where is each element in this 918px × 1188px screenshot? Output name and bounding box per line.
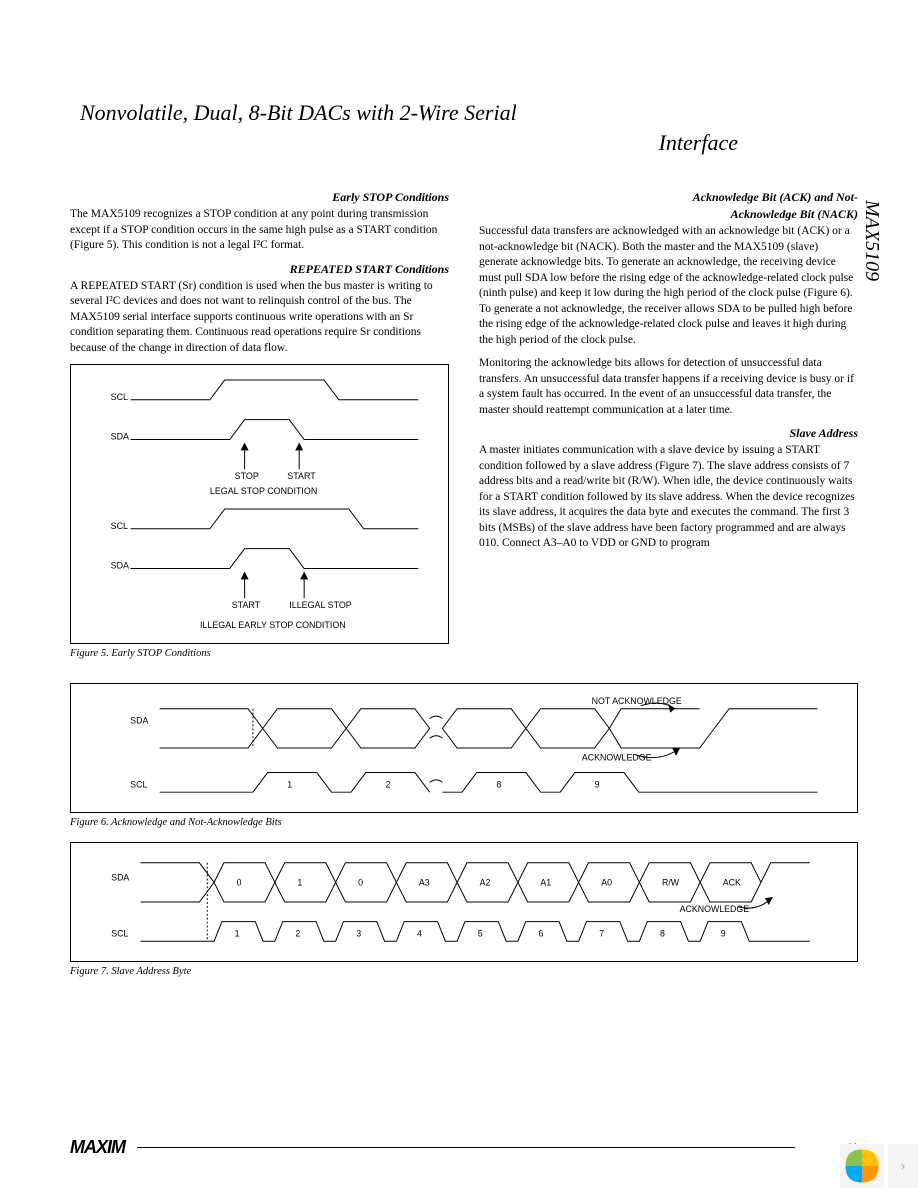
- para-early-stop: The MAX5109 recognizes a STOP condition …: [70, 207, 449, 254]
- svg-text:ACKNOWLEDGE: ACKNOWLEDGE: [582, 753, 652, 763]
- svg-text:8: 8: [496, 779, 501, 789]
- left-column: Early STOP Conditions The MAX5109 recogn…: [70, 186, 449, 673]
- svg-text:SCL: SCL: [111, 392, 128, 402]
- svg-text:1: 1: [297, 877, 302, 887]
- figure-7-svg: SDA 0 1 0 A3 A2 A1 A0 R/W ACK ACKNOWLEDGE SCL 1 2…: [81, 853, 847, 951]
- svg-text:ILLEGAL STOP: ILLEGAL STOP: [289, 600, 352, 610]
- para-repeated-start: A REPEATED START (Sr) condition is used …: [70, 279, 449, 357]
- widget-next-arrow-icon[interactable]: ›: [888, 1144, 918, 1188]
- svg-text:ILLEGAL EARLY STOP CONDITION: ILLEGAL EARLY STOP CONDITION: [200, 620, 346, 630]
- figure-6-caption: Figure 6. Acknowledge and Not-Acknowledg…: [70, 817, 858, 828]
- svg-text:7: 7: [599, 928, 604, 938]
- svg-text:8: 8: [660, 928, 665, 938]
- maxim-logo: MAXIM: [70, 1137, 125, 1158]
- bottom-widget[interactable]: ›: [840, 1144, 918, 1188]
- svg-text:NOT ACKNOWLEDGE: NOT ACKNOWLEDGE: [592, 696, 682, 706]
- heading-early-stop: Early STOP Conditions: [70, 190, 449, 205]
- svg-text:START: START: [287, 471, 316, 481]
- heading-ack-line1: Acknowledge Bit (ACK) and Not-: [479, 190, 858, 205]
- right-column: Acknowledge Bit (ACK) and Not- Acknowled…: [479, 186, 858, 673]
- heading-ack-line2: Acknowledge Bit (NACK): [479, 207, 858, 222]
- svg-text:A2: A2: [480, 877, 491, 887]
- svg-text:R/W: R/W: [662, 877, 680, 887]
- svg-text:0: 0: [358, 877, 363, 887]
- figure-5-svg: SCL SDA STOP START LEGAL STOP CONDITION …: [81, 375, 438, 633]
- svg-text:0: 0: [237, 877, 242, 887]
- heading-slave-addr: Slave Address: [479, 426, 858, 441]
- svg-text:A0: A0: [601, 877, 612, 887]
- svg-text:STOP: STOP: [235, 471, 259, 481]
- footer-rule: [137, 1147, 795, 1148]
- svg-text:SDA: SDA: [130, 716, 148, 726]
- svg-text:SDA: SDA: [111, 561, 129, 571]
- svg-text:6: 6: [538, 928, 543, 938]
- svg-text:2: 2: [295, 928, 300, 938]
- svg-text:3: 3: [356, 928, 361, 938]
- svg-text:SDA: SDA: [111, 873, 129, 883]
- svg-text:5: 5: [478, 928, 483, 938]
- svg-text:SCL: SCL: [111, 521, 128, 531]
- figure-5-caption: Figure 5. Early STOP Conditions: [70, 648, 449, 659]
- svg-text:ACKNOWLEDGE: ACKNOWLEDGE: [680, 904, 750, 914]
- para-ack-1: Successful data transfers are acknowledg…: [479, 224, 858, 348]
- para-slave-addr: A master initiates communication with a …: [479, 443, 858, 552]
- svg-text:SDA: SDA: [111, 432, 129, 442]
- figure-7-box: SDA 0 1 0 A3 A2 A1 A0 R/W ACK ACKNOWLEDGE SCL 1 2…: [70, 842, 858, 962]
- svg-text:ACK: ACK: [723, 877, 741, 887]
- svg-text:A3: A3: [419, 877, 430, 887]
- svg-text:A1: A1: [540, 877, 551, 887]
- figure-5-box: SCL SDA STOP START LEGAL STOP CONDITION …: [70, 364, 449, 644]
- footer: MAXIM 11: [70, 1137, 858, 1158]
- heading-repeated-start: REPEATED START Conditions: [70, 262, 449, 277]
- side-part-number: MAX5109: [860, 200, 883, 281]
- svg-text:1: 1: [287, 779, 292, 789]
- svg-text:SCL: SCL: [111, 928, 128, 938]
- figure-7-caption: Figure 7. Slave Address Byte: [70, 966, 858, 977]
- svg-text:1: 1: [235, 928, 240, 938]
- widget-logo-icon[interactable]: [840, 1144, 884, 1188]
- svg-text:4: 4: [417, 928, 422, 938]
- svg-text:SCL: SCL: [130, 779, 147, 789]
- page-title-line1: Nonvolatile, Dual, 8-Bit DACs with 2-Wir…: [70, 100, 858, 126]
- figure-6-box: SDA NOT ACKNOWLEDGE ACKNOWLEDGE SCL: [70, 683, 858, 813]
- svg-text:9: 9: [595, 779, 600, 789]
- svg-text:2: 2: [385, 779, 390, 789]
- svg-text:9: 9: [721, 928, 726, 938]
- para-ack-2: Monitoring the acknowledge bits allows f…: [479, 356, 858, 418]
- page-title-line2: Interface: [70, 130, 858, 156]
- figure-6-svg: SDA NOT ACKNOWLEDGE ACKNOWLEDGE SCL: [81, 694, 847, 802]
- svg-text:LEGAL STOP CONDITION: LEGAL STOP CONDITION: [210, 486, 317, 496]
- svg-text:START: START: [232, 600, 261, 610]
